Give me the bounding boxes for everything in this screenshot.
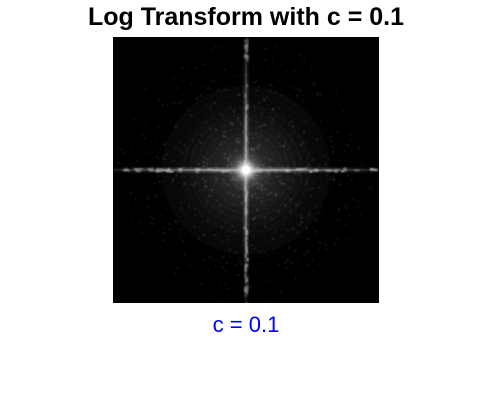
figure-title: Log Transform with c = 0.1	[87, 3, 405, 31]
figure-caption: c = 0.1	[212, 312, 280, 337]
spectrum-canvas	[113, 37, 379, 303]
spectrum-image	[113, 37, 379, 303]
